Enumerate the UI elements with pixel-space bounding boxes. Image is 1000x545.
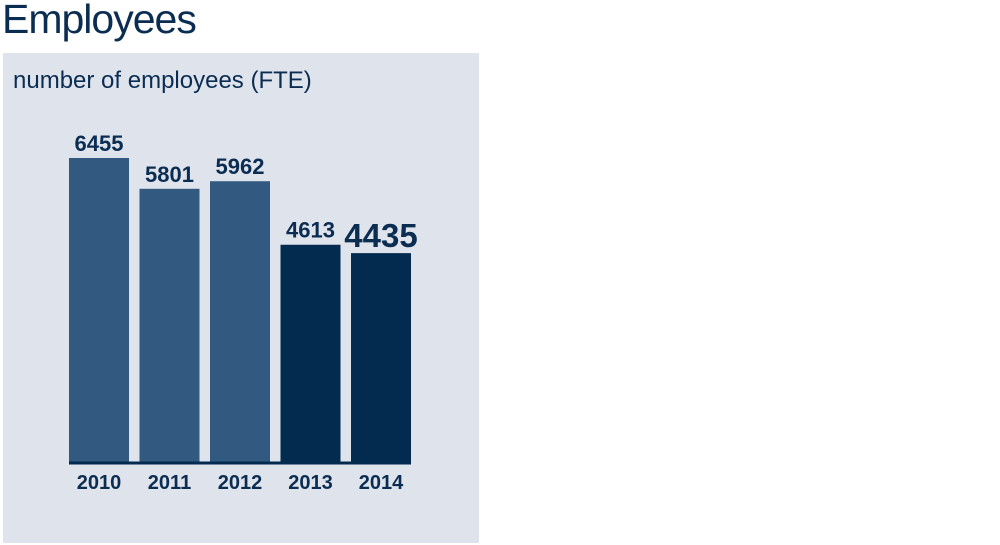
value-label-2012: 5962 <box>216 154 265 179</box>
chart-subtitle: number of employees (FTE) <box>13 67 312 94</box>
bar-2010 <box>69 158 129 462</box>
value-label-2011: 5801 <box>145 162 194 187</box>
value-label-2014: 4435 <box>344 217 417 254</box>
bar-2014 <box>351 253 411 462</box>
category-label-2012: 2012 <box>218 472 263 494</box>
page-title: Employees <box>2 0 197 42</box>
category-label-2013: 2013 <box>288 472 333 494</box>
value-label-2013: 4613 <box>286 218 335 243</box>
value-label-2010: 6455 <box>75 131 124 156</box>
category-label-2010: 2010 <box>77 472 122 494</box>
category-label-2014: 2014 <box>359 472 404 494</box>
bar-2012 <box>210 181 270 463</box>
bar-2013 <box>280 244 341 462</box>
category-label-2011: 2011 <box>148 472 191 494</box>
bar-2011 <box>139 188 200 463</box>
